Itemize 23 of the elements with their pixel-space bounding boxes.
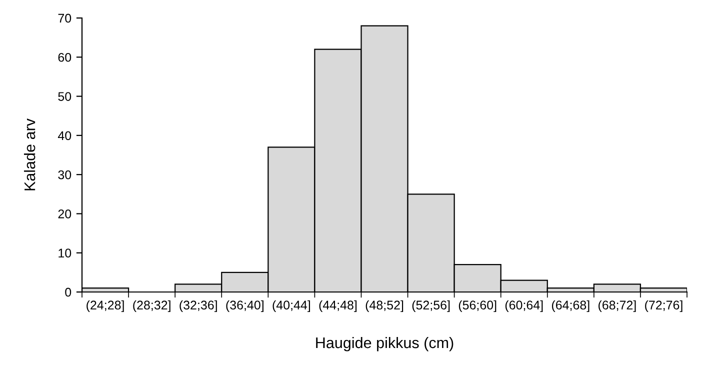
- y-tick-label: 0: [65, 288, 72, 297]
- y-tick-label: 20: [58, 210, 72, 218]
- x-tick-label: (44;48]: [319, 300, 357, 312]
- x-tick-label: (56;60]: [458, 300, 496, 312]
- y-tick-label: 50: [58, 92, 72, 101]
- x-tick-label: (52;56]: [412, 300, 450, 312]
- x-tick-label: (72;76]: [645, 300, 682, 312]
- y-axis-title: Kalade arv: [24, 118, 36, 190]
- x-tick-label: (68;72]: [598, 300, 636, 312]
- x-tick-label: (28;32]: [133, 300, 170, 312]
- y-tick-label: 30: [58, 170, 72, 180]
- x-tick-label: (36;40]: [226, 300, 264, 312]
- y-tick-label: 60: [58, 52, 72, 62]
- y-tick-label: 40: [58, 131, 72, 140]
- x-tick-label: (24;28]: [86, 300, 124, 312]
- x-tick-label: (64;68]: [552, 300, 590, 312]
- x-tick-label: (40;44]: [272, 300, 310, 312]
- x-tick-label: (32;36]: [180, 300, 217, 312]
- y-tick-label: 70: [58, 14, 72, 23]
- x-tick-label: (48;52]: [366, 300, 404, 312]
- x-tick-label: (60;64]: [505, 300, 543, 312]
- x-axis-title: Haugide pikkus (cm): [316, 336, 454, 352]
- y-tick-label: 10: [58, 248, 72, 258]
